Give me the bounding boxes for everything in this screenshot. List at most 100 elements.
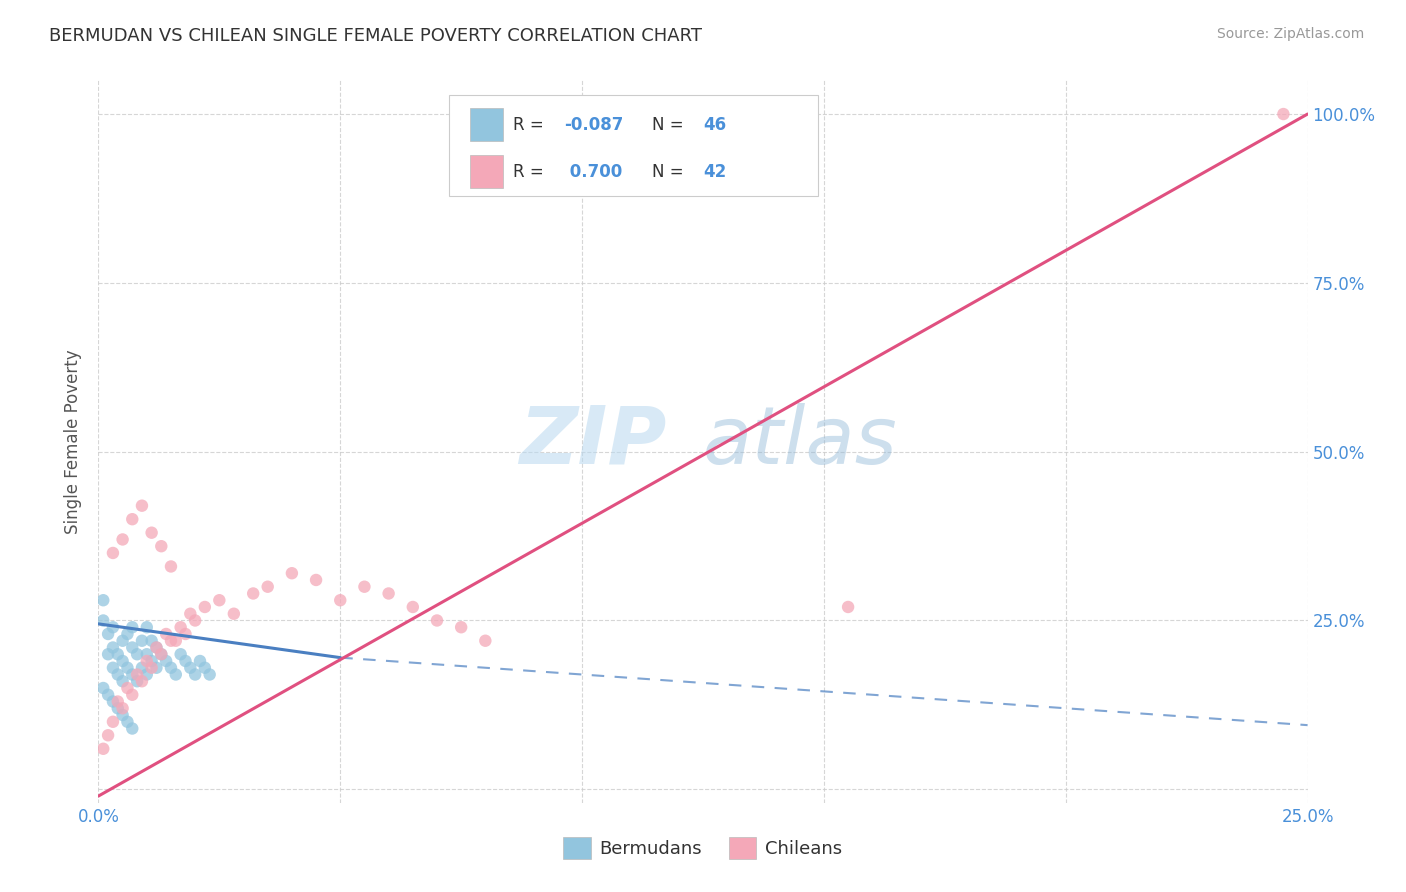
Point <box>97 728 120 742</box>
Point <box>208 593 231 607</box>
Point <box>91 614 114 628</box>
Point <box>141 661 163 675</box>
Point <box>188 654 211 668</box>
Point <box>101 546 124 560</box>
Text: atlas: atlas <box>703 402 898 481</box>
Point <box>111 633 134 648</box>
Text: 46: 46 <box>703 116 725 134</box>
Point <box>111 701 134 715</box>
FancyBboxPatch shape <box>470 155 503 188</box>
Point <box>179 607 201 621</box>
Point <box>474 633 496 648</box>
Point <box>155 654 177 668</box>
Point <box>117 714 139 729</box>
Point <box>97 647 120 661</box>
Point <box>150 647 173 661</box>
Point <box>135 647 157 661</box>
Point <box>127 667 149 681</box>
Y-axis label: Single Female Poverty: Single Female Poverty <box>65 350 83 533</box>
Point <box>121 722 143 736</box>
Point <box>353 580 375 594</box>
Point <box>111 533 134 547</box>
Text: 0.700: 0.700 <box>564 162 623 180</box>
Point <box>91 681 114 695</box>
Point <box>107 667 129 681</box>
Point <box>107 694 129 708</box>
Point <box>174 627 197 641</box>
Point <box>101 640 124 655</box>
Point <box>107 647 129 661</box>
Point <box>160 661 183 675</box>
Point <box>222 607 245 621</box>
Point <box>194 661 217 675</box>
Text: BERMUDAN VS CHILEAN SINGLE FEMALE POVERTY CORRELATION CHART: BERMUDAN VS CHILEAN SINGLE FEMALE POVERT… <box>49 27 702 45</box>
Point <box>111 654 134 668</box>
Point <box>174 654 197 668</box>
Text: -0.087: -0.087 <box>564 116 623 134</box>
Point <box>101 661 124 675</box>
Point <box>150 539 173 553</box>
Point <box>111 708 134 723</box>
Text: 42: 42 <box>703 162 727 180</box>
Text: R =: R = <box>513 162 550 180</box>
Point <box>117 661 139 675</box>
Point <box>121 667 143 681</box>
Point <box>97 688 120 702</box>
Point <box>127 647 149 661</box>
Point <box>1272 107 1295 121</box>
Point <box>145 640 167 655</box>
Point <box>101 694 124 708</box>
Text: N =: N = <box>652 116 689 134</box>
Point <box>281 566 304 581</box>
Point <box>117 627 139 641</box>
Point <box>242 586 264 600</box>
Point <box>131 499 153 513</box>
Point <box>135 654 157 668</box>
Point <box>141 633 163 648</box>
Point <box>101 714 124 729</box>
Point <box>160 559 183 574</box>
Point <box>131 661 153 675</box>
Point <box>135 620 157 634</box>
Point <box>450 620 472 634</box>
Text: ZIP: ZIP <box>519 402 666 481</box>
Point <box>305 573 328 587</box>
Point <box>165 633 187 648</box>
Point <box>426 614 449 628</box>
Point <box>179 661 201 675</box>
Point <box>131 674 153 689</box>
Point <box>165 667 187 681</box>
Point <box>184 667 207 681</box>
Point <box>155 627 177 641</box>
Point <box>169 647 191 661</box>
Point <box>160 633 183 648</box>
Point <box>107 701 129 715</box>
Point <box>97 627 120 641</box>
Point <box>121 620 143 634</box>
Point <box>169 620 191 634</box>
Point <box>377 586 399 600</box>
Point <box>150 647 173 661</box>
Point <box>111 674 134 689</box>
Point <box>256 580 278 594</box>
FancyBboxPatch shape <box>449 95 818 196</box>
Point <box>135 667 157 681</box>
Point <box>117 681 139 695</box>
Point <box>837 599 859 614</box>
Text: N =: N = <box>652 162 689 180</box>
Text: Source: ZipAtlas.com: Source: ZipAtlas.com <box>1216 27 1364 41</box>
Point <box>121 640 143 655</box>
Point <box>101 620 124 634</box>
Point <box>141 654 163 668</box>
Point <box>91 593 114 607</box>
Legend: Bermudans, Chileans: Bermudans, Chileans <box>557 830 849 866</box>
Point <box>127 674 149 689</box>
Point <box>121 688 143 702</box>
Point <box>121 512 143 526</box>
Point <box>198 667 221 681</box>
Point <box>141 525 163 540</box>
Point <box>194 599 217 614</box>
FancyBboxPatch shape <box>470 109 503 141</box>
Point <box>402 599 425 614</box>
Point <box>131 633 153 648</box>
